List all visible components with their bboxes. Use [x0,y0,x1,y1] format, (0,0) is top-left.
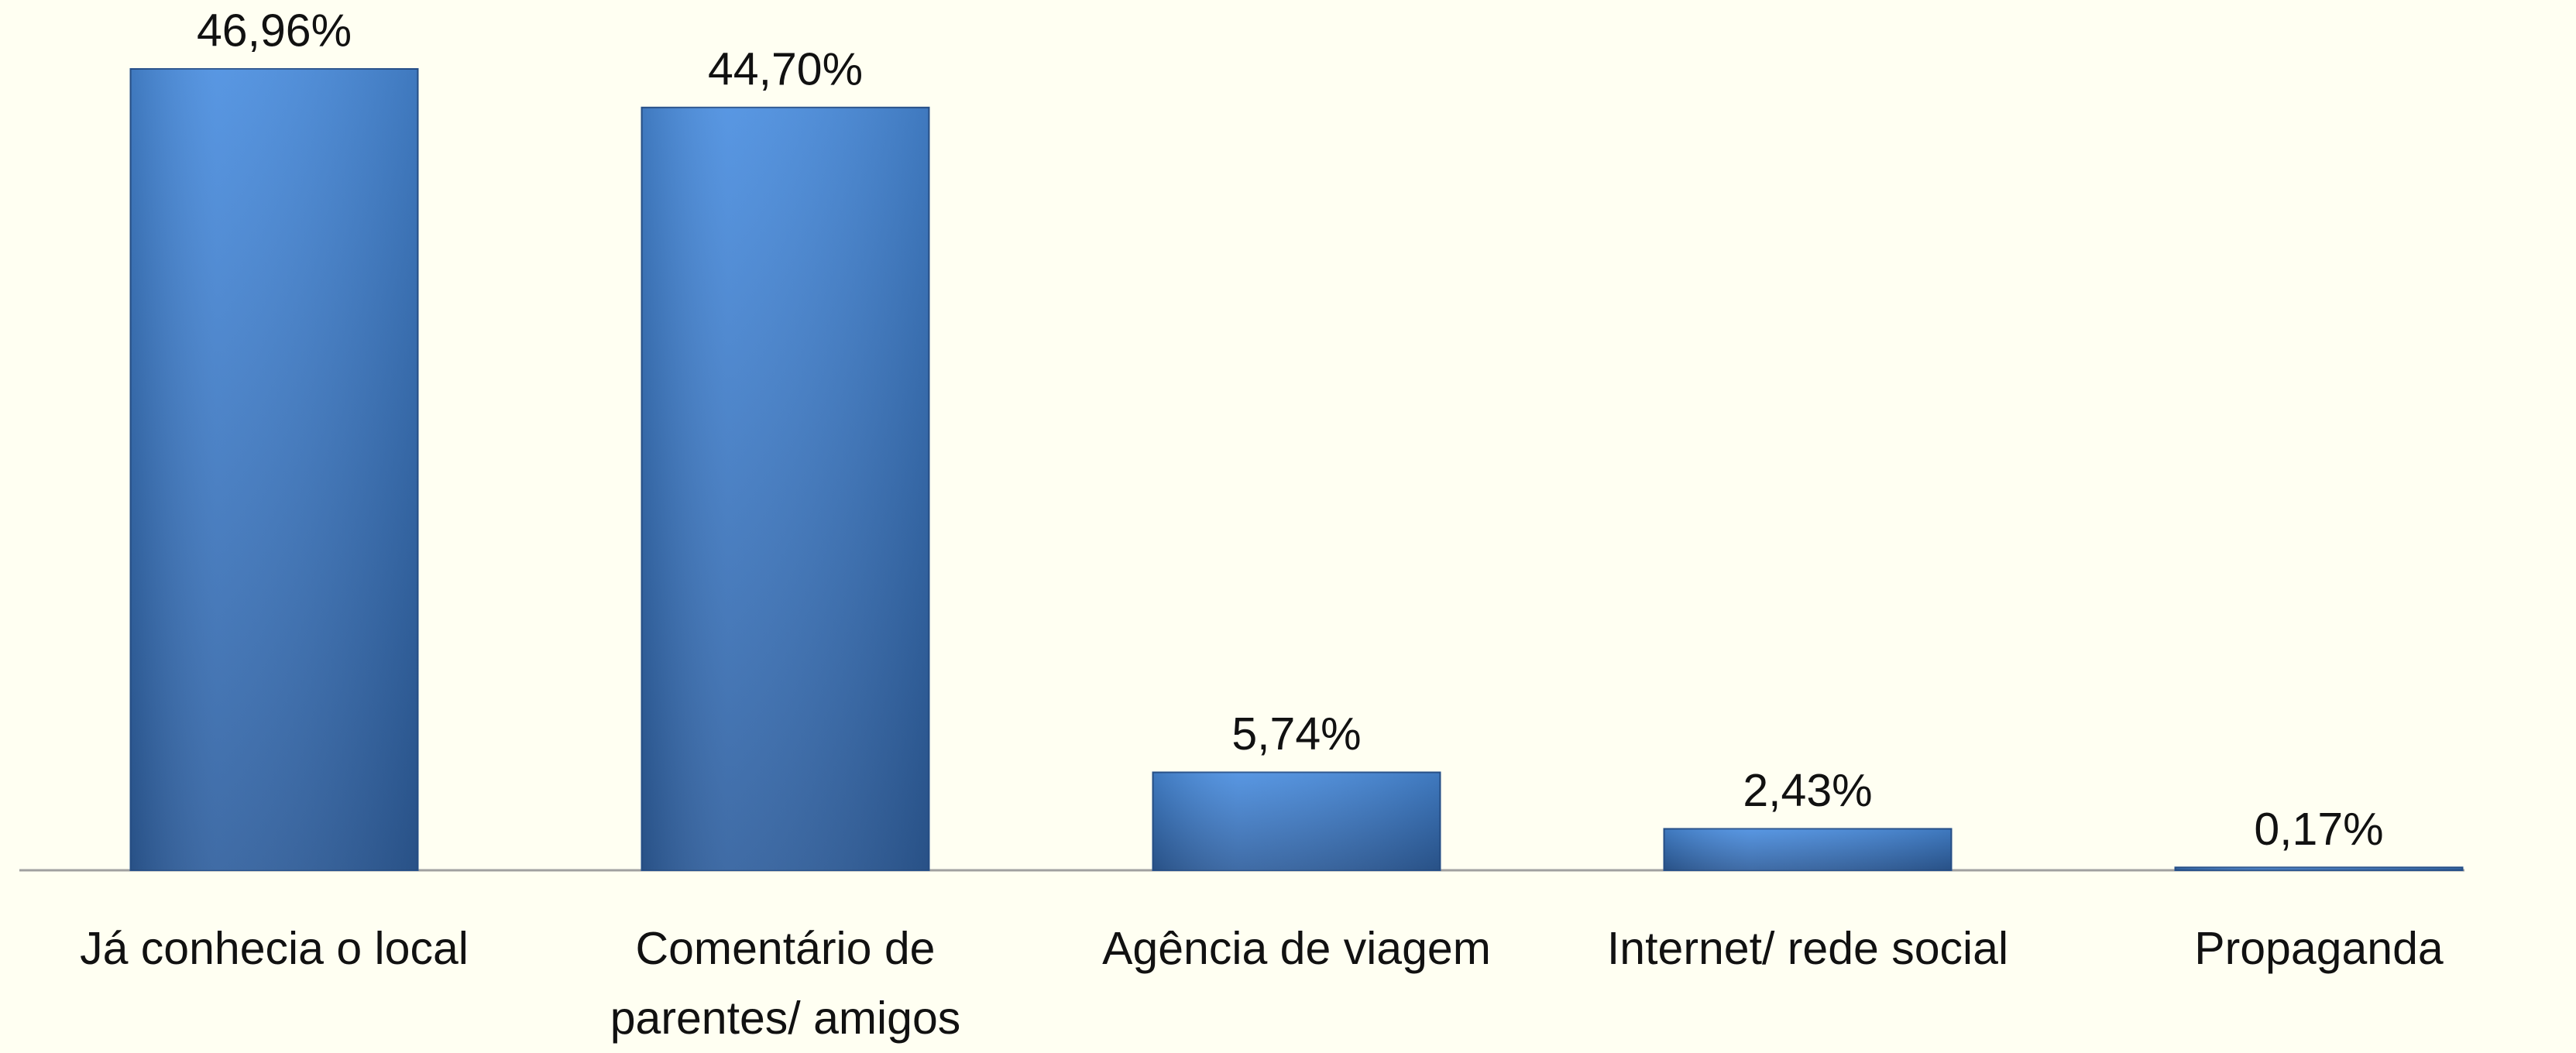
x-tick-label: Agência de viagem [1102,923,1491,974]
x-tick-label: Comentário de parentes/ amigos [610,923,961,1044]
value-label: 5,74% [1231,708,1361,760]
bar [1152,771,1441,872]
bar [2174,866,2464,871]
x-tick-label: Propaganda [2194,923,2444,974]
value-label: 2,43% [1743,765,1872,816]
x-tick-label: Já conhecia o local [80,923,469,974]
value-label: 0,17% [2254,804,2383,855]
value-label: 44,70% [708,43,863,94]
bar [129,68,419,871]
bar [1663,828,1953,872]
value-label: 46,96% [197,5,352,57]
bar [641,106,930,871]
x-tick-label: Internet/ rede social [1606,923,2009,974]
